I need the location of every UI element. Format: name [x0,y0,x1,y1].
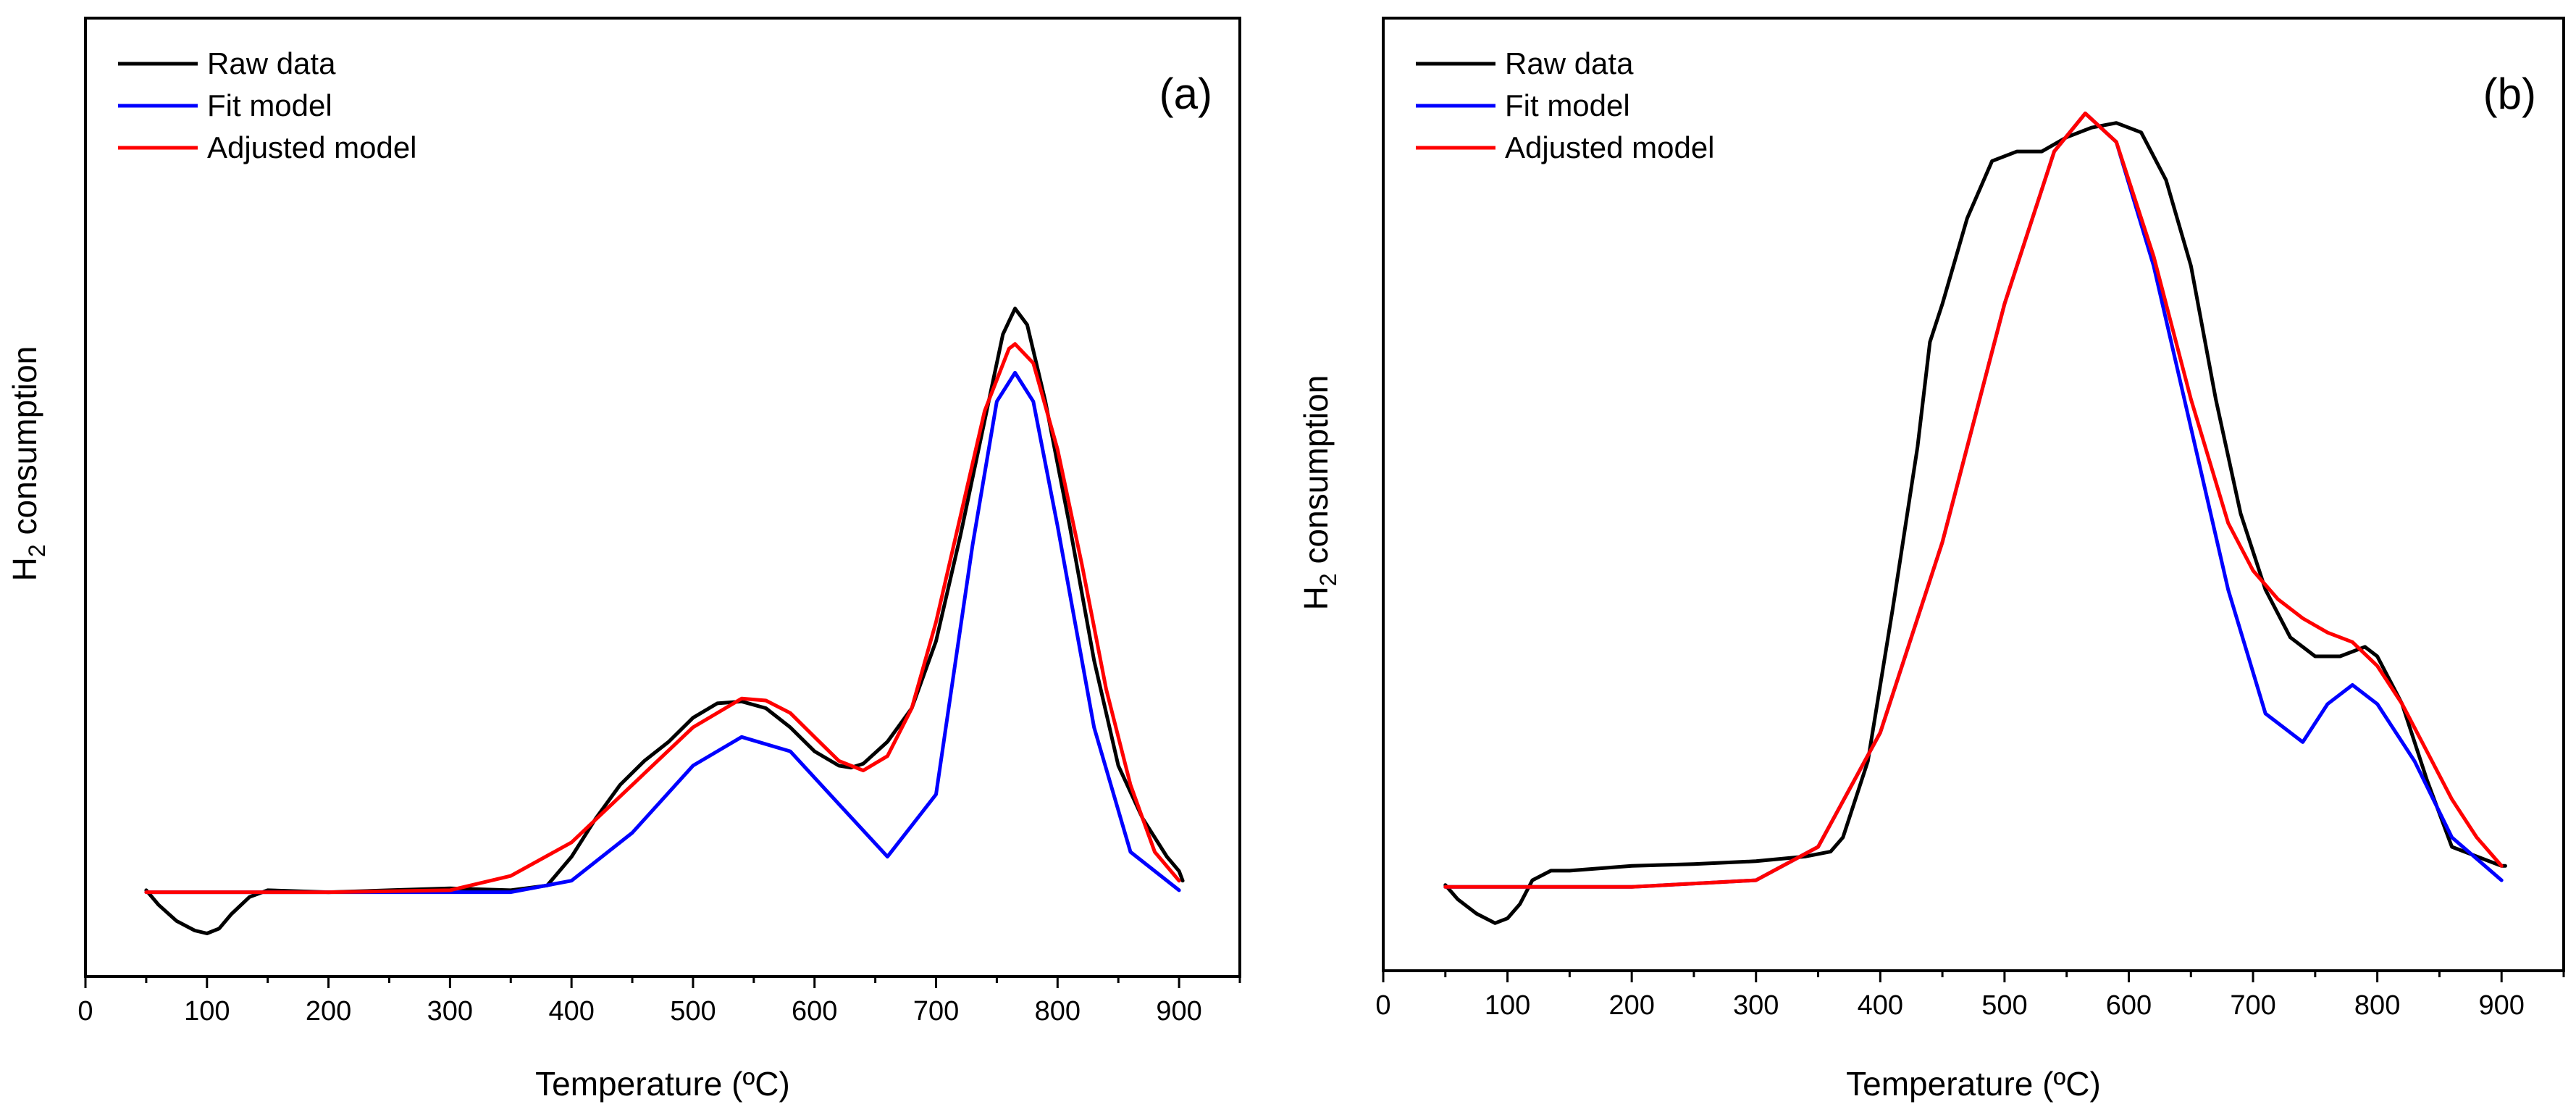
y-axis-label-main: H [6,557,43,581]
legend-label: Adjusted model [207,130,417,164]
x-tick-label: 100 [184,996,230,1027]
x-tick-label: 500 [1981,990,2027,1021]
panel-a: 0 100 200 300 400 500 600 700 800 900 Temperature … [6,17,1241,1103]
series-line-fit-model [144,371,1181,895]
legend-label: Raw data [1505,46,1634,80]
x-tick-label: 600 [792,996,837,1027]
panel-b: 0 100 200 300 400 500 600 700 800 900 Temperature … [1297,17,2565,1103]
x-tick-label: 300 [427,996,473,1027]
x-tick-label: 300 [1733,990,1779,1021]
x-axis-label: Temperature (ºC) [535,1065,790,1103]
y-axis-label-rest: consumption [1297,375,1335,574]
x-tick-label: 700 [913,996,959,1027]
x-tick-label: 800 [2354,990,2400,1021]
legend-label: Fit model [1505,88,1630,122]
y-axis-label-subscript: 2 [1315,573,1341,586]
y-axis-label-rest: consumption [6,346,43,545]
x-tick-label: 0 [77,996,93,1027]
x-axis-label: Temperature (ºC) [1846,1065,2101,1103]
x-tick-label: 0 [1375,990,1390,1021]
series-line-adjusted-model [1443,112,2504,889]
legend-label: Raw data [207,46,336,80]
y-axis-label-subscript: 2 [24,544,50,557]
plot-frame [84,17,1241,978]
legend-label: Fit model [207,88,332,122]
x-tick-label: 600 [2106,990,2152,1021]
x-tick-label: 200 [306,996,351,1027]
x-tick-label: 700 [2230,990,2275,1021]
series-line-adjusted-model [144,342,1181,895]
panel-label: (b) [2483,70,2536,118]
y-axis-label: H2 consumption [6,346,50,582]
y-axis-label: H2 consumption [1297,375,1341,611]
panel-label: (a) [1159,70,1212,118]
x-tick-label: 900 [2479,990,2525,1021]
x-tick-label: 200 [1608,990,1654,1021]
y-axis-label-main: H [1297,586,1335,610]
x-tick-label: 400 [1858,990,1903,1021]
x-tick-label: 100 [1485,990,1530,1021]
x-tick-label: 500 [670,996,716,1027]
x-tick-label: 900 [1156,996,1201,1027]
x-tick-label: 400 [548,996,594,1027]
legend-label: Adjusted model [1505,130,1715,164]
plot-frame [1382,17,2565,972]
x-tick-label: 800 [1035,996,1081,1027]
